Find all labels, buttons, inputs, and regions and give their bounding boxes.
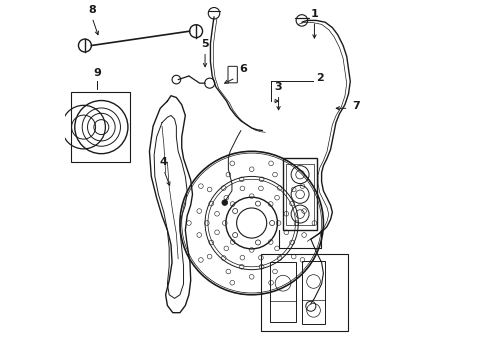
- Bar: [269, 262, 296, 321]
- Text: 9: 9: [93, 68, 101, 78]
- Text: 5: 5: [201, 39, 208, 49]
- Text: 3: 3: [274, 82, 282, 92]
- Text: 8: 8: [88, 5, 96, 15]
- Bar: [260, 253, 348, 330]
- Bar: [283, 158, 317, 230]
- Text: 6: 6: [239, 64, 246, 74]
- Text: 1: 1: [310, 9, 318, 19]
- Bar: [285, 164, 314, 225]
- Bar: [301, 261, 325, 324]
- Text: 7: 7: [351, 102, 359, 112]
- Bar: [70, 92, 129, 162]
- Text: 2: 2: [316, 73, 324, 83]
- Text: 4: 4: [160, 157, 167, 167]
- Circle shape: [222, 200, 227, 206]
